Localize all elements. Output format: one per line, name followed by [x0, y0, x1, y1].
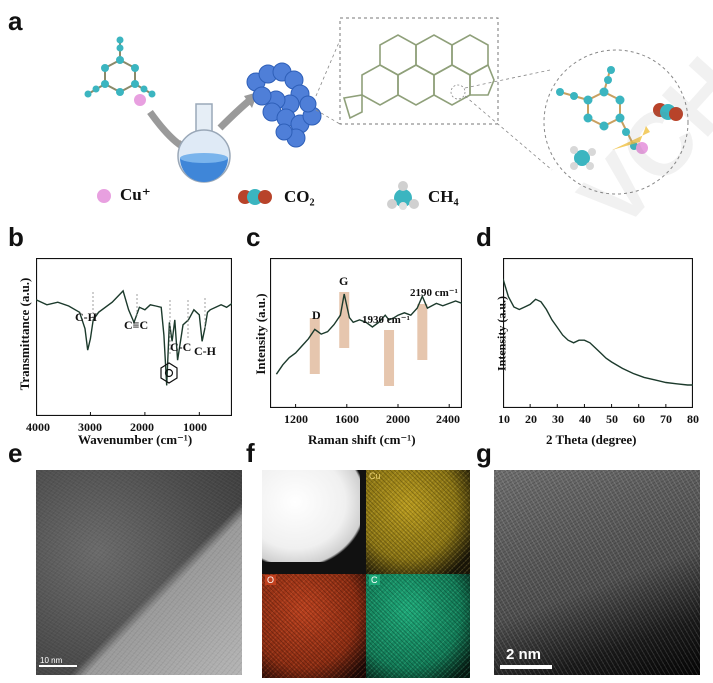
xrd-xtick: 50: [606, 412, 618, 426]
graphdiyne-network-icon: [342, 34, 495, 120]
raman-annotation-g: G: [339, 274, 349, 288]
raman-xtick-1200: 1200: [284, 412, 308, 426]
copper-ion-legend-icon: [97, 189, 111, 203]
legend-label-ch4: CH₄: [428, 187, 459, 206]
zoomed-active-site-icon: [556, 66, 683, 170]
eds-map-c: C: [366, 574, 470, 678]
hrtem-texture: [36, 470, 242, 675]
haadf-texture: [494, 470, 700, 675]
eds-label-cu: Cu: [369, 471, 381, 481]
ftir-annotation-cc: C-C: [170, 340, 192, 354]
panel-label-b: b: [8, 222, 24, 252]
hrtem-scale-label: 10 nm: [40, 656, 63, 665]
panel-label-d: d: [476, 222, 492, 252]
xrd-xtick: 20: [525, 412, 537, 426]
haadf-scale-bar: [500, 665, 552, 669]
monomer-molecule-icon: [84, 36, 156, 106]
raman-xtick-2400: 2400: [436, 412, 460, 426]
raman-highlight-band: [417, 304, 428, 360]
eds-noise: [366, 470, 470, 574]
xrd-xtick: 40: [579, 412, 591, 426]
xrd-xtick: 70: [660, 412, 672, 426]
ch4-legend-icon: [387, 181, 419, 210]
raman-highlight-band: [339, 292, 350, 348]
schematic-diagram: [84, 17, 689, 210]
raman-highlight-band: [309, 318, 320, 374]
raman-annotation-d: D: [312, 308, 321, 322]
xrd-xtick: 10: [498, 412, 510, 426]
xrd-curve: [503, 278, 693, 386]
raman-xtick-2000: 2000: [386, 412, 410, 426]
panel-label-e: e: [8, 438, 23, 468]
xrd-xticks: 10 20 30 40 50 60 70 80: [498, 412, 702, 428]
xrd-xtick: 80: [687, 412, 699, 426]
ftir-annotation-ch-1: C-H: [75, 310, 97, 324]
panel-label-g: g: [476, 438, 492, 468]
eds-map-cu: Cu: [366, 470, 470, 574]
panel-label-a: a: [8, 6, 23, 36]
ftir-xtick-3000: 3000: [78, 420, 102, 434]
haadf-atomic-image: 2 nm: [494, 470, 700, 675]
hrtem-edge: [36, 470, 242, 675]
eds-noise: [366, 574, 470, 678]
ftir-guide-lines: [92, 292, 206, 354]
ftir-ylabel: Transmittance (a.u.): [17, 277, 32, 391]
xrd-xtick: 30: [552, 412, 564, 426]
xrd-chart: [503, 258, 693, 408]
raman-chart: [270, 258, 462, 408]
ftir-annotation-cc-triple: C≡C: [124, 318, 149, 332]
benzene-ring-icon: [160, 362, 178, 384]
haadf-scale-label: 2 nm: [506, 646, 542, 663]
straight-arrow-icon: [217, 97, 253, 131]
haadf-particle: [262, 470, 360, 562]
ftir-xlabel: Wavenumber (cm⁻¹): [78, 432, 193, 447]
raman-curve: [275, 293, 462, 375]
legend-label-cu: Cu⁺: [120, 185, 151, 204]
eds-label-o: O: [265, 575, 277, 585]
stem-haadf-image: [262, 470, 366, 574]
eds-label-c: C: [369, 575, 380, 585]
ftir-xtick-1000: 1000: [183, 420, 207, 434]
raman-annotation-1930: 1930 cm⁻¹: [362, 314, 410, 326]
legend-label-co2: CO₂: [284, 187, 315, 206]
raman-xlabel: Raman shift (cm⁻¹): [308, 432, 416, 447]
raman-ylabel: Intensity (a.u.): [253, 293, 268, 375]
ftir-chart: [36, 258, 232, 416]
panel-label-f: f: [246, 438, 255, 468]
hrtem-image: 10 nm: [36, 470, 242, 675]
hrtem-scale-bar: [39, 665, 77, 667]
eds-noise: [262, 574, 366, 678]
xrd-xtick: 60: [633, 412, 645, 426]
ftir-xtick-4000: 4000: [26, 420, 50, 434]
xrd-xlabel: 2 Theta (degree): [546, 432, 637, 447]
eds-map-o: O: [262, 574, 366, 678]
panel-label-c: c: [246, 222, 261, 252]
raman-xtick-1600: 1600: [335, 412, 359, 426]
raman-highlight-band: [384, 330, 395, 386]
polymer-aggregate-icon: [246, 62, 322, 148]
flask-icon: [177, 103, 231, 183]
ftir-curve: [36, 289, 232, 386]
ftir-xtick-2000: 2000: [130, 420, 154, 434]
co2-legend-icon: [238, 189, 272, 205]
ftir-annotation-ch-2: C-H: [194, 344, 216, 358]
raman-annotation-2190: 2190 cm⁻¹: [410, 287, 458, 299]
